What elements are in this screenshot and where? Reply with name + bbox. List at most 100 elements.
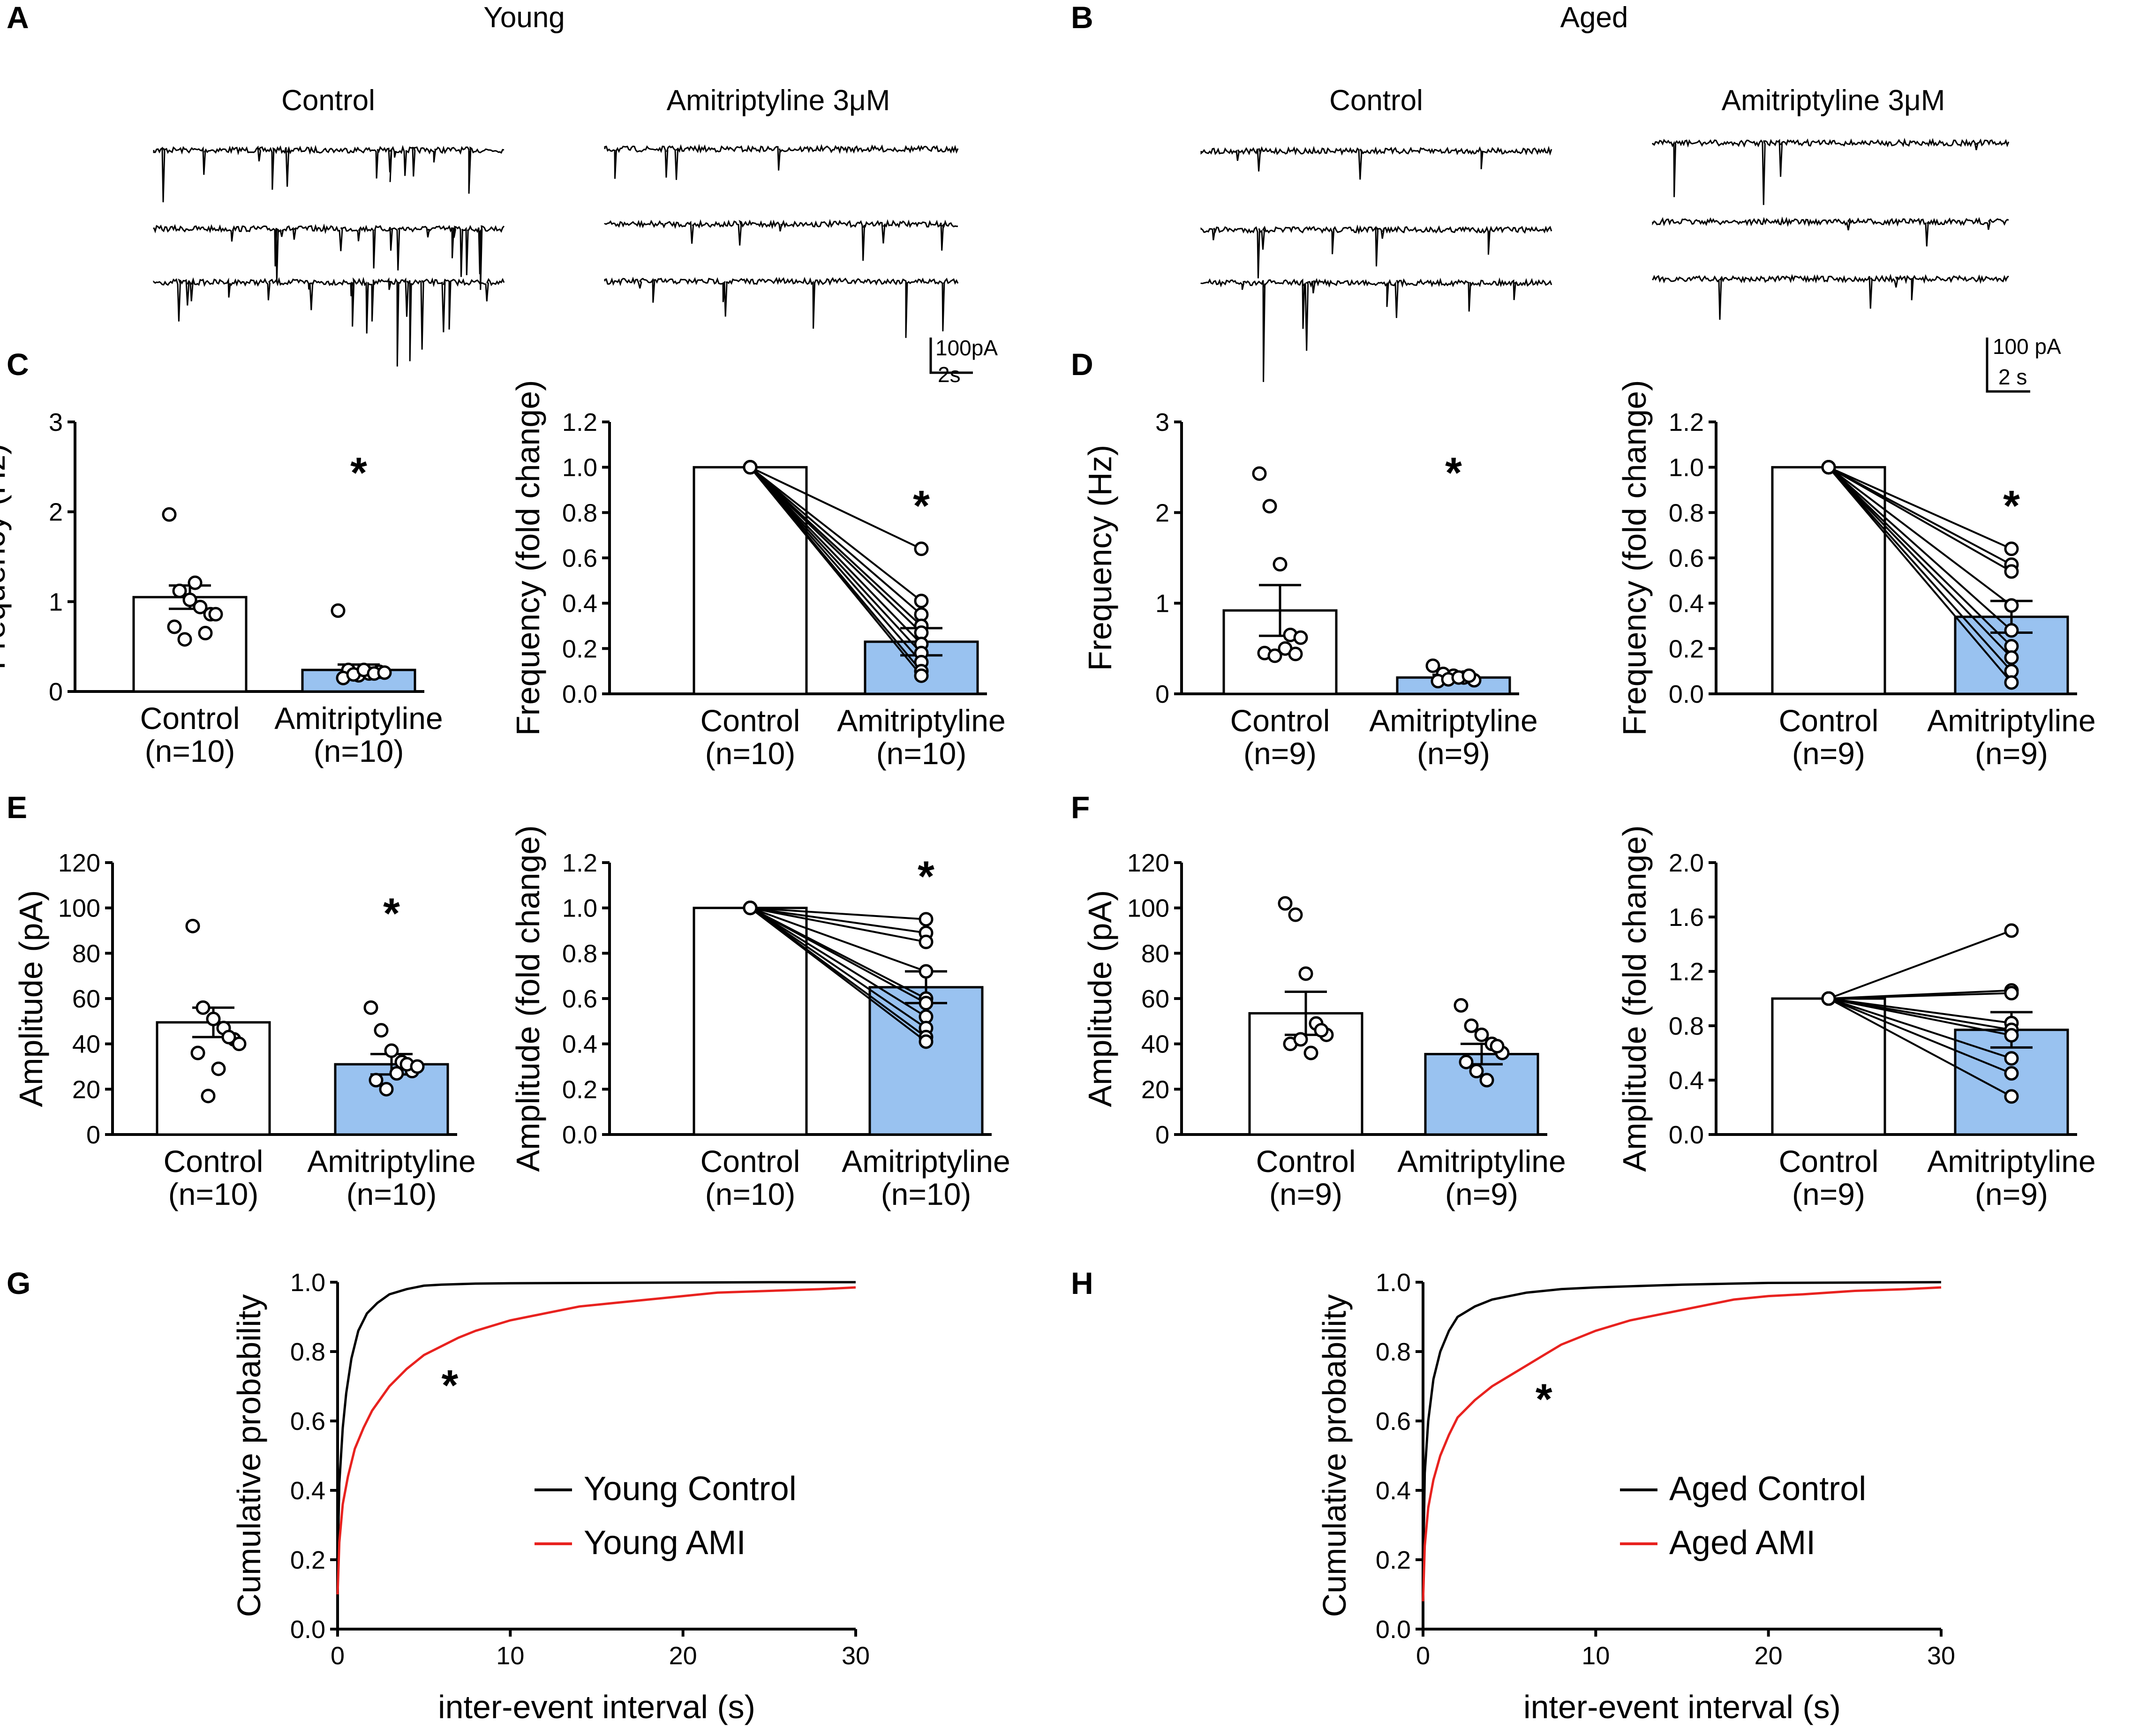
chart-f2: 0.0 0.4 0.8 1.2 1.6 2.0 Amplitude (fold change… — [1616, 825, 2096, 1211]
y-axis-label: Cumulative probability — [231, 1294, 267, 1617]
panel-letter-h: H — [1071, 1266, 1093, 1300]
paired-line — [1828, 466, 2012, 572]
panel-letter-g: G — [7, 1266, 30, 1300]
y-tick-label: 1.0 — [1669, 454, 1704, 482]
data-point — [232, 1037, 247, 1052]
y-tick-label: 0.4 — [1376, 1477, 1411, 1505]
x-n-label: (n=9) — [1269, 1177, 1342, 1211]
paired-line — [749, 466, 922, 633]
x-category-label: Control — [164, 1144, 264, 1179]
y-tick-label: 1.2 — [1669, 408, 1704, 436]
data-point — [1273, 557, 1288, 572]
x-category-label: Amitriptyline — [307, 1144, 475, 1179]
x-tick-label: 20 — [1755, 1642, 1783, 1670]
data-point — [1267, 648, 1282, 663]
y-tick-label: 0.8 — [1669, 1012, 1704, 1040]
x-category-label: Control — [1256, 1144, 1356, 1179]
data-point — [167, 619, 182, 634]
data-point — [2004, 675, 2019, 690]
x-n-label: (n=9) — [1975, 736, 2048, 771]
significance-star: * — [913, 482, 930, 530]
panel-letter-c: C — [7, 347, 29, 382]
data-point — [182, 593, 197, 607]
y-tick-label: 1 — [1155, 590, 1169, 618]
x-n-label: (n=10) — [876, 736, 967, 771]
x-category-label: Control — [140, 701, 240, 736]
scale-aged-time: 2 s — [1998, 365, 2027, 389]
y-tick-label: 0.4 — [562, 1030, 597, 1059]
trace-line — [1200, 224, 1552, 278]
paired-line — [749, 907, 927, 1018]
data-point — [1490, 1039, 1505, 1053]
panel-letter-a: A — [7, 0, 29, 35]
trace-label-young-ami: Amitriptyline 3μM — [667, 84, 890, 117]
y-tick-label: 0.8 — [562, 939, 597, 968]
x-axis-label: inter-event interval (s) — [1523, 1689, 1841, 1725]
y-tick-label: 0.6 — [562, 985, 597, 1013]
data-point — [914, 668, 929, 683]
y-tick-label: 1.0 — [562, 454, 597, 482]
y-tick-label: 0.2 — [562, 1075, 597, 1104]
x-n-label: (n=10) — [705, 736, 796, 771]
paired-line — [1828, 930, 2012, 1000]
x-category-label: Amitriptyline — [1397, 1144, 1566, 1179]
paired-line — [750, 907, 926, 972]
data-point — [221, 1030, 236, 1045]
data-point — [919, 964, 934, 979]
y-tick-label: 0.6 — [1376, 1407, 1411, 1435]
data-point — [379, 1082, 394, 1097]
data-point — [177, 632, 192, 647]
traces-young-control — [153, 145, 505, 367]
y-axis-label: Frequency (fold change) — [1616, 380, 1653, 736]
paired-line — [750, 466, 922, 550]
significance-star: * — [918, 853, 934, 901]
significance-star: * — [1445, 449, 1462, 497]
x-n-label: (n=10) — [881, 1177, 972, 1211]
y-tick-label: 0 — [86, 1121, 100, 1149]
bar-control — [156, 1021, 271, 1136]
significance-star: * — [2003, 482, 2020, 530]
y-tick-label: 40 — [72, 1030, 100, 1059]
y-axis-label: Amplitude (fold change) — [510, 825, 546, 1172]
data-point — [377, 665, 392, 680]
y-tick-label: 0.6 — [562, 544, 597, 572]
data-point — [1293, 1032, 1308, 1047]
y-tick-label: 0.0 — [562, 1121, 597, 1149]
paired-line — [750, 907, 926, 1004]
x-category-label: Control — [1230, 703, 1330, 738]
y-tick-label: 0.2 — [290, 1546, 325, 1574]
y-tick-label: 0.4 — [1669, 590, 1704, 618]
paired-line — [1828, 998, 2012, 1024]
data-point — [1464, 1018, 1479, 1033]
paired-line — [1828, 998, 2012, 1060]
x-n-label: (n=9) — [1792, 736, 1865, 771]
x-category-label: Amitriptyline — [837, 703, 1005, 738]
y-axis-label: Cumulative probability — [1316, 1294, 1353, 1617]
y-tick-label: 80 — [72, 939, 100, 968]
y-tick-label: 3 — [1155, 408, 1169, 436]
y-tick-label: 0.8 — [1669, 499, 1704, 527]
x-n-label: (n=10) — [168, 1177, 259, 1211]
data-point — [1303, 1045, 1318, 1060]
y-tick-label: 1.2 — [1669, 958, 1704, 986]
data-point — [1278, 896, 1293, 911]
traces-young-ami — [604, 143, 959, 338]
y-tick-label: 0.2 — [562, 635, 597, 663]
paired-line — [749, 466, 922, 645]
x-tick-label: 10 — [496, 1642, 524, 1670]
y-tick-label: 2 — [1155, 499, 1169, 527]
data-point — [1293, 630, 1308, 645]
data-point — [2004, 541, 2019, 556]
data-point — [2004, 623, 2019, 638]
trace-line — [604, 277, 959, 338]
legend-label: Young Control — [584, 1470, 797, 1508]
y-tick-label: 0 — [1155, 680, 1169, 708]
paired-line — [1828, 466, 2012, 566]
data-point — [162, 507, 177, 522]
trace-label-aged-control: Control — [1329, 84, 1423, 117]
x-category-label: Control — [1779, 1144, 1879, 1179]
paired-line — [1828, 998, 2012, 1075]
data-point — [369, 1073, 384, 1088]
trace-line — [1652, 216, 2009, 247]
